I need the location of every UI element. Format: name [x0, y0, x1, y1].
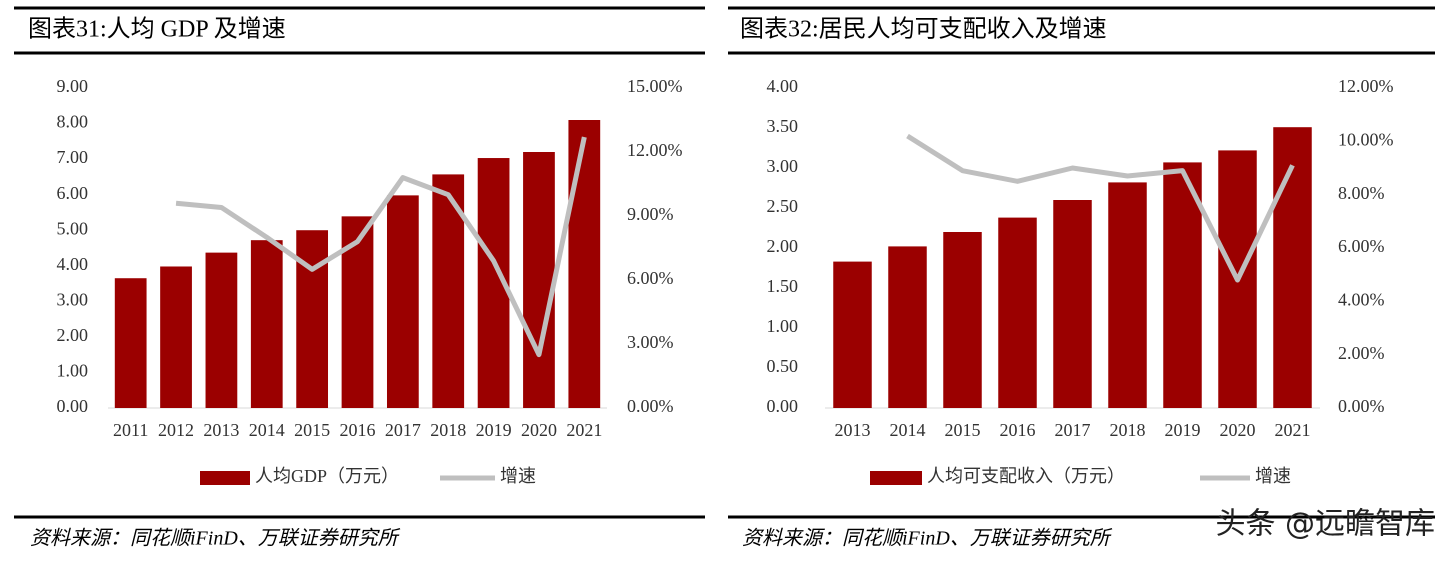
y-tick-label: 6.00 — [57, 183, 89, 203]
y2-tick-label: 12.00% — [1338, 76, 1394, 96]
bar — [523, 152, 555, 408]
x-tick-label: 2012 — [158, 420, 194, 440]
x-tick-label: 2013 — [835, 420, 871, 440]
x-tick-label: 2014 — [249, 420, 285, 440]
y-tick-label: 2.00 — [57, 325, 89, 345]
bar — [160, 266, 192, 408]
y2-tick-label: 6.00% — [1338, 236, 1385, 256]
line — [175, 136, 587, 358]
y-tick-label: 4.00 — [57, 254, 89, 274]
x-tick-label: 2018 — [1110, 420, 1146, 440]
y-tick-label: 3.50 — [767, 116, 799, 136]
x-tick-label: 2016 — [340, 420, 376, 440]
y-tick-label: 4.00 — [767, 76, 799, 96]
y-tick-label: 5.00 — [57, 218, 89, 238]
x-tick-label: 2021 — [1275, 420, 1311, 440]
legend-label: 人均GDP（万元） — [255, 466, 399, 486]
x-tick-label: 2021 — [566, 420, 602, 440]
x-tick-label: 2014 — [890, 420, 926, 440]
x-tick-label: 2017 — [385, 420, 421, 440]
y2-tick-label: 8.00% — [1338, 183, 1385, 203]
y2-tick-label: 0.00% — [627, 396, 674, 416]
y2-tick-label: 0.00% — [1338, 396, 1385, 416]
y-tick-label: 1.50 — [767, 276, 799, 296]
bar — [1053, 200, 1092, 408]
bar — [998, 217, 1037, 408]
y-tick-label: 3.00 — [767, 156, 799, 176]
legend-label: 增速 — [500, 466, 536, 486]
y-tick-label: 2.00 — [767, 236, 799, 256]
y2-tick-label: 10.00% — [1338, 129, 1394, 149]
x-tick-label: 2015 — [945, 420, 981, 440]
bar — [386, 195, 419, 408]
legend-swatch — [870, 471, 922, 485]
bar — [888, 246, 927, 408]
y-tick-label: 3.00 — [57, 289, 89, 309]
y-tick-label: 7.00 — [57, 147, 89, 167]
chart-title: 图表31:人均 GDP 及增速 — [28, 16, 286, 43]
y-tick-label: 0.00 — [57, 396, 89, 416]
x-tick-label: 2017 — [1055, 420, 1091, 440]
legend-swatch — [200, 471, 250, 485]
y-tick-label: 1.00 — [767, 316, 799, 336]
y-tick-label: 8.00 — [57, 112, 89, 132]
watermark: 头条 @远瞻智库 — [1215, 507, 1435, 542]
x-tick-label: 2016 — [1000, 420, 1036, 440]
bar — [250, 240, 283, 408]
bar — [296, 230, 329, 408]
x-tick-label: 2013 — [203, 420, 239, 440]
y-tick-label: 0.00 — [767, 396, 799, 416]
y2-tick-label: 2.00% — [1338, 343, 1385, 363]
y-tick-label: 9.00 — [57, 76, 89, 96]
x-tick-label: 2011 — [113, 420, 148, 440]
bar — [341, 216, 374, 408]
source: 资料来源：同花顺iFinD、万联证券研究所 — [30, 528, 401, 550]
y2-tick-label: 6.00% — [627, 268, 674, 288]
bar — [1273, 127, 1312, 408]
y-tick-label: 1.00 — [57, 361, 89, 381]
legend-label: 人均可支配收入（万元） — [927, 466, 1125, 486]
y2-tick-label: 9.00% — [627, 204, 674, 224]
bar — [833, 261, 872, 408]
line — [906, 133, 1295, 283]
x-tick-label: 2019 — [1165, 420, 1201, 440]
bar — [205, 252, 238, 408]
legend-label: 增速 — [1255, 466, 1291, 486]
x-tick-label: 2018 — [430, 420, 466, 440]
y-tick-label: 2.50 — [767, 196, 799, 216]
x-tick-label: 2015 — [294, 420, 330, 440]
y-tick-label: 0.50 — [767, 356, 799, 376]
y2-tick-label: 3.00% — [627, 332, 674, 352]
bar — [1108, 182, 1147, 408]
bar — [114, 278, 147, 408]
y2-tick-label: 12.00% — [627, 140, 683, 160]
x-tick-label: 2019 — [476, 420, 512, 440]
x-tick-label: 2020 — [1220, 420, 1256, 440]
source: 资料来源：同花顺iFinD、万联证券研究所 — [742, 528, 1113, 550]
chart-title: 图表32:居民人均可支配收入及增速 — [740, 16, 1107, 43]
bar — [1163, 162, 1202, 408]
bar — [943, 232, 982, 408]
x-tick-label: 2020 — [521, 420, 557, 440]
y2-tick-label: 4.00% — [1338, 289, 1385, 309]
y2-tick-label: 15.00% — [627, 76, 683, 96]
bar — [568, 120, 601, 408]
